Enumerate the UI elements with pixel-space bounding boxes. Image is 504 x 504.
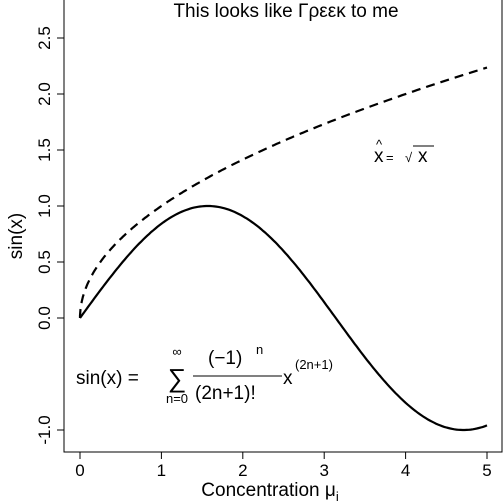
y-tick-label: 2.5 [35,26,54,50]
y-tick-label: -1.0 [35,415,54,444]
series-line-dashed [78,66,488,318]
sum-formula-sigma: ∑ [168,363,187,393]
x-tick-label: 0 [75,461,84,480]
y-tick-label: 1.5 [35,138,54,162]
sum-formula-numerator: (−1) [208,348,242,369]
x-tick-label: 3 [319,461,328,480]
hat-formula-eq: = [386,150,394,165]
x-axis-label-text: Concentration μ [201,480,336,501]
x-axis-label-subscript: i [336,489,339,504]
hat-formula-lhs: x [374,146,384,167]
y-axis-label: sin(x) [6,213,27,259]
plot-frame [63,0,503,453]
chart-title: This looks like Γρεεκ to me [173,1,398,22]
x-axis: 0 1 2 3 4 5 [75,452,492,480]
hat-formula: ^ x = √ x [374,137,434,167]
sum-formula-lhs: sin(x) = [76,368,139,389]
sum-formula-denominator: (2n+1)! [195,383,256,404]
y-tick-label: 0.0 [35,306,54,330]
series-line-solid [79,204,488,432]
x-axis-label: Concentration μi [201,480,339,504]
x-tick-label: 4 [401,461,410,480]
plot-border [63,0,503,453]
sum-formula-num-exp: n [256,342,263,357]
sum-formula-lower: n=0 [166,391,188,406]
hat-formula-rad-arg: x [418,146,428,167]
hat-formula-radical: √ [405,150,413,165]
sum-formula-tail-exp: (2n+1) [295,357,333,372]
y-axis: -1.0 0.0 0.5 1.0 1.5 2.0 2.5 [35,26,64,445]
y-tick-label: 1.0 [35,194,54,218]
y-tick-label: 2.0 [35,82,54,106]
sum-formula-upper: ∞ [172,344,181,359]
sum-formula-tail: x [283,368,293,389]
hat-formula-hat: ^ [376,137,383,152]
x-tick-label: 5 [482,461,491,480]
series-group [78,66,488,432]
y-tick-label: 0.5 [35,250,54,274]
x-tick-label: 1 [157,461,166,480]
sum-formula: sin(x) = ∞ ∑ n=0 (−1) n (2n+1)! x (2n+1) [76,342,333,406]
x-tick-label: 2 [238,461,247,480]
